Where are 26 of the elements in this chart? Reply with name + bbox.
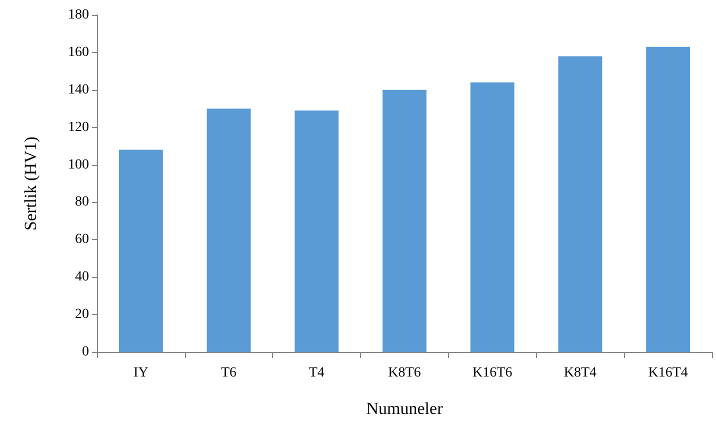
bar bbox=[558, 56, 602, 352]
y-tick-label: 80 bbox=[75, 194, 89, 210]
bar bbox=[646, 46, 690, 352]
y-tick-label: 20 bbox=[75, 307, 89, 322]
y-tick-label: 100 bbox=[68, 157, 89, 172]
bar bbox=[294, 110, 339, 352]
bar bbox=[470, 82, 514, 352]
y-tick-label: 160 bbox=[68, 44, 89, 60]
x-tick-label: K8T6 bbox=[388, 366, 421, 380]
bar bbox=[206, 108, 251, 352]
y-tick-label: 40 bbox=[75, 270, 89, 285]
x-tick-label: K16T4 bbox=[648, 366, 688, 380]
bar bbox=[118, 150, 163, 352]
y-tick-label: 140 bbox=[68, 82, 89, 98]
y-axis-title: Sertlik (HV1) bbox=[21, 136, 40, 230]
x-tick-label: K8T4 bbox=[564, 366, 597, 380]
x-tick-label: K16T6 bbox=[472, 366, 512, 380]
y-tick-label: 0 bbox=[82, 344, 89, 360]
bar bbox=[382, 90, 426, 352]
y-tick-label: 120 bbox=[68, 120, 89, 135]
y-tick-label: 60 bbox=[75, 232, 89, 248]
y-tick-label: 180 bbox=[68, 8, 89, 22]
x-axis-title: Numuneler bbox=[366, 399, 444, 418]
x-tick-label: IY bbox=[134, 366, 148, 380]
x-tick-label: T6 bbox=[221, 366, 237, 380]
x-tick-label: T4 bbox=[308, 366, 324, 380]
